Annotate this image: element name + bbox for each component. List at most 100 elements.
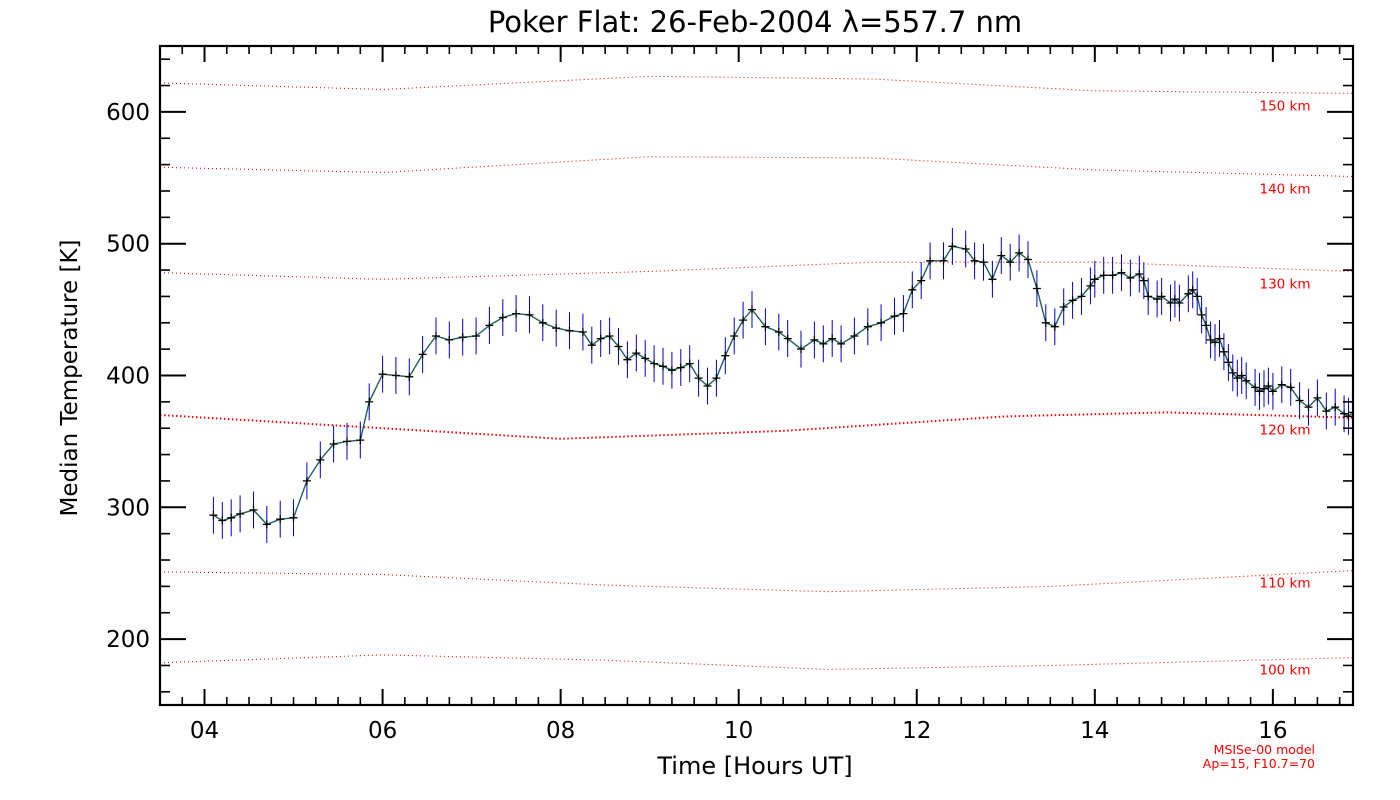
data-point <box>908 285 917 294</box>
data-point <box>797 345 805 354</box>
data-point <box>432 332 440 340</box>
data-point <box>1139 276 1148 285</box>
x-tick-label: 16 <box>1258 718 1287 744</box>
data-point <box>329 440 338 448</box>
y-tick-label: 400 <box>106 364 150 390</box>
data-point <box>926 256 935 265</box>
data-point <box>712 374 721 383</box>
data-point <box>641 354 650 363</box>
data-point <box>1099 271 1108 280</box>
data-point <box>1077 292 1086 301</box>
data-point <box>917 276 926 285</box>
model-curve-label: 150 km <box>1259 98 1310 114</box>
data-point <box>997 251 1006 260</box>
data-point <box>1215 334 1224 343</box>
data-point <box>565 326 574 335</box>
data-point <box>659 362 667 371</box>
model-curve-label: 110 km <box>1259 576 1310 592</box>
data-point <box>1211 338 1219 347</box>
model-note-line-2: Ap=15, F10.7=70 <box>1203 756 1315 771</box>
data-point <box>1251 383 1260 392</box>
data-point <box>1255 387 1264 396</box>
data-point <box>988 275 997 284</box>
data-point <box>1188 285 1197 294</box>
data-point <box>810 335 819 344</box>
data-point <box>1268 387 1277 396</box>
data-point <box>218 516 227 525</box>
model-curve-110km <box>160 570 1353 593</box>
data-point <box>1117 268 1126 277</box>
data-point <box>623 355 632 364</box>
data-point <box>1170 295 1179 304</box>
data-point <box>676 363 685 372</box>
data-point <box>1228 368 1237 377</box>
data-point <box>445 335 454 344</box>
data-point <box>1015 248 1024 257</box>
data-point <box>1024 255 1032 264</box>
data-point <box>819 339 828 348</box>
data-point <box>578 328 587 336</box>
data-point <box>1184 289 1193 298</box>
data-point <box>1193 292 1202 301</box>
model-curves: 150 km 140 km 130 km 120 km 110 km 100 km <box>160 75 1353 679</box>
data-point <box>721 351 730 360</box>
data-point <box>596 334 605 343</box>
data-point <box>405 372 414 381</box>
data-point <box>1219 347 1228 356</box>
model-curve-100km <box>160 654 1353 670</box>
data-point <box>209 511 218 520</box>
data-point <box>1126 274 1135 282</box>
data-point <box>418 350 427 359</box>
data-point <box>1108 271 1117 280</box>
model-curve-120km <box>160 411 1353 440</box>
data-point <box>694 374 703 383</box>
model-curve-label: 130 km <box>1259 276 1310 292</box>
data-point <box>1006 258 1015 267</box>
data-point <box>614 342 623 351</box>
data-point <box>343 437 351 446</box>
data-point <box>1202 321 1211 330</box>
y-tick-label: 600 <box>106 100 150 126</box>
y-tick-label: 300 <box>106 495 150 521</box>
data-point <box>236 509 245 518</box>
data-point <box>1277 380 1286 389</box>
data-point <box>1322 407 1331 416</box>
data-point <box>961 245 970 253</box>
model-curve-140km <box>160 156 1353 178</box>
data-point <box>970 256 979 265</box>
model-curve-label: 120 km <box>1259 423 1310 439</box>
data-point <box>378 370 387 379</box>
data-point <box>837 339 846 348</box>
data-point <box>748 305 756 314</box>
data-point <box>1144 292 1153 301</box>
model-note-line-1: MSISe-00 model <box>1214 742 1315 757</box>
data-point <box>761 322 770 331</box>
data-series <box>209 227 1366 543</box>
data-point <box>276 515 285 524</box>
x-tick-label: 14 <box>1080 718 1109 744</box>
data-point <box>685 359 694 368</box>
data-point <box>667 366 676 375</box>
data-point <box>1304 403 1313 412</box>
data-point <box>1344 412 1353 421</box>
data-point <box>498 313 507 322</box>
data-point <box>774 328 783 336</box>
data-point <box>1358 403 1366 411</box>
model-curve-label: 140 km <box>1259 182 1310 198</box>
y-tick-label: 500 <box>106 232 150 258</box>
data-point <box>1233 374 1242 383</box>
data-point <box>538 318 547 327</box>
data-point <box>1286 383 1295 392</box>
data-point <box>783 334 792 343</box>
model-curve-label: 100 km <box>1259 663 1310 679</box>
data-point <box>302 476 311 485</box>
data-point <box>289 513 298 522</box>
data-point <box>1313 393 1322 402</box>
x-tick-label: 04 <box>190 718 219 744</box>
data-point <box>391 371 400 380</box>
y-tick-label: 200 <box>106 627 150 653</box>
data-point <box>552 324 561 333</box>
data-point <box>1068 296 1077 305</box>
data-point <box>828 334 837 343</box>
